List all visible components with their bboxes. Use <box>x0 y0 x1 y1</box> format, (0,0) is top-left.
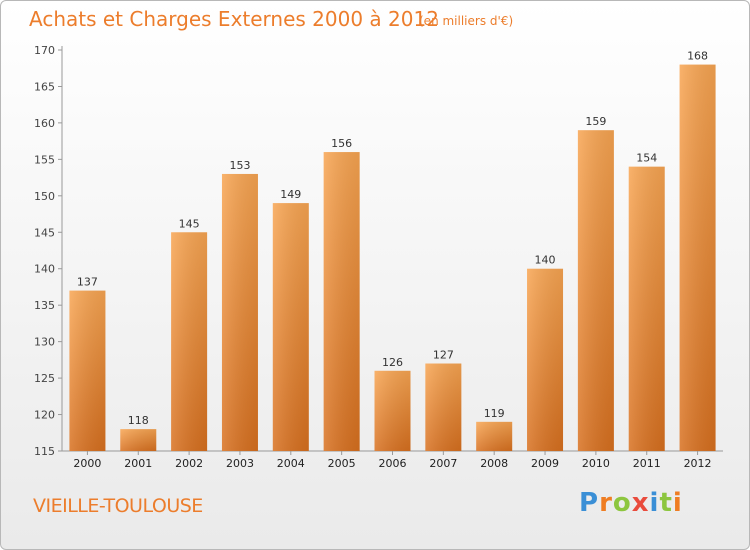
y-tick-label: 130 <box>34 336 55 349</box>
y-tick-label: 155 <box>34 153 55 166</box>
y-tick-label: 165 <box>34 80 55 93</box>
bar-shade-2008 <box>476 421 513 451</box>
x-tick-label: 2007 <box>429 457 457 470</box>
data-label-2011: 154 <box>636 152 657 165</box>
data-label-2008: 119 <box>484 407 505 420</box>
logo-letter: o <box>612 488 632 518</box>
data-label-2001: 118 <box>128 414 149 427</box>
data-label-2005: 156 <box>331 137 352 150</box>
bar-shade-2009 <box>527 268 564 451</box>
bar-shade-2003 <box>221 173 258 452</box>
x-tick-label: 2001 <box>124 457 152 470</box>
logo-letter: P <box>579 488 600 518</box>
y-tick-label: 125 <box>34 372 55 385</box>
data-label-2012: 168 <box>687 50 708 63</box>
x-tick-label: 2005 <box>328 457 356 470</box>
data-label-2010: 159 <box>585 115 606 128</box>
data-label-2006: 126 <box>382 356 403 369</box>
x-tick-label: 2011 <box>633 457 661 470</box>
bar-chart: 115 120 125 130 135 140 145 150 155 160 165 170 200… <box>34 44 723 470</box>
y-axis: 115 120 125 130 135 140 145 150 155 160 165 170 <box>34 44 63 458</box>
y-tick-label: 145 <box>34 226 55 239</box>
x-tick-label: 2004 <box>277 457 305 470</box>
bar-shade-2001 <box>120 429 157 451</box>
y-tick-label: 160 <box>34 117 55 130</box>
bars <box>69 64 716 452</box>
data-label-2000: 137 <box>77 276 98 289</box>
logo-letter: i <box>649 488 660 518</box>
y-tick-label: 150 <box>34 190 55 203</box>
x-tick-label: 2006 <box>379 457 407 470</box>
bar-shade-2002 <box>171 232 208 451</box>
data-label-2002: 145 <box>179 217 200 230</box>
logo-letter: x <box>631 488 650 518</box>
bar-shade-2004 <box>272 203 309 451</box>
x-axis: 2000 2001 2002 2003 2004 2005 2006 2007 2008 2009… <box>62 450 723 470</box>
bar-shade-2011 <box>628 166 665 451</box>
proxiti-logo: Proxiti <box>579 488 683 518</box>
x-tick-label: 2002 <box>175 457 203 470</box>
data-labels: 137 118 145 153 149 156 126 127 119 140 159 154 168 <box>77 50 708 428</box>
y-tick-label: 135 <box>34 299 55 312</box>
bar-shade-2010 <box>577 130 614 451</box>
data-label-2009: 140 <box>535 254 556 267</box>
x-tick-label: 2010 <box>582 457 610 470</box>
logo-letter: i <box>672 488 683 518</box>
y-tick-label: 170 <box>34 44 55 57</box>
data-label-2007: 127 <box>433 349 454 362</box>
logo-letter: t <box>659 488 673 518</box>
bar-shade-2000 <box>69 290 106 451</box>
chart-subtitle: (en milliers d'€) <box>419 14 514 28</box>
x-tick-label: 2009 <box>531 457 559 470</box>
bar-shade-2007 <box>425 363 462 451</box>
data-label-2004: 149 <box>280 188 301 201</box>
x-tick-label: 2003 <box>226 457 254 470</box>
logo-letter: r <box>599 488 613 518</box>
y-tick-label: 140 <box>34 263 55 276</box>
bar-shade-2005 <box>323 152 360 451</box>
bar-shade-2006 <box>374 370 411 451</box>
y-tick-label: 115 <box>34 445 55 458</box>
x-tick-label: 2012 <box>684 457 712 470</box>
x-tick-label: 2008 <box>480 457 508 470</box>
data-label-2003: 153 <box>229 159 250 172</box>
x-tick-label: 2000 <box>73 457 101 470</box>
chart-title: Achats et Charges Externes 2000 à 2012 <box>29 7 439 31</box>
y-tick-label: 120 <box>34 409 55 422</box>
commune-name: VIEILLE-TOULOUSE <box>33 495 203 517</box>
bar-shade-2012 <box>679 64 716 451</box>
